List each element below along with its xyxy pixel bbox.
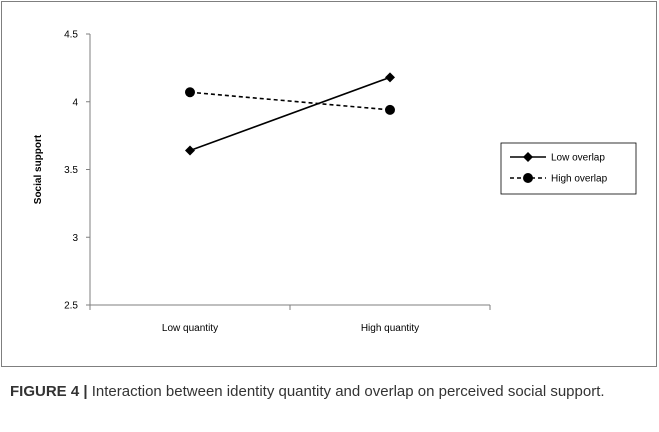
y-tick-label: 2.5: [64, 301, 78, 312]
chart-frame: [1, 1, 657, 367]
series-2-point: [185, 87, 195, 98]
legend-label: High overlap: [551, 174, 608, 185]
series-2-point: [385, 104, 395, 115]
y-tick-label: 4.5: [64, 30, 78, 41]
y-tick-label: 4: [72, 97, 78, 108]
caption-label: FIGURE 4 |: [10, 383, 88, 400]
figure-caption: FIGURE 4 | Interaction between identity …: [10, 381, 650, 403]
legend-label: Low overlap: [551, 153, 605, 164]
series-line-2: [189, 91, 391, 111]
y-tick-label: 3: [72, 233, 78, 244]
series-1-point: [385, 72, 395, 83]
x-tick-label: Low quantity: [162, 323, 218, 334]
legend-box: [500, 142, 637, 195]
legend-swatch-marker: [523, 152, 533, 162]
y-axis-title: Social support: [33, 134, 44, 204]
caption-text: Interaction between identity quantity an…: [87, 383, 605, 400]
y-tick-label: 3.5: [64, 165, 78, 176]
line-chart: 2.5 3 3.5 4 4.5 Low quantity High quantity Soci…: [33, 30, 637, 334]
series-1-point: [185, 145, 195, 156]
x-tick-label: High quantity: [361, 323, 419, 334]
legend-swatch-marker: [523, 173, 533, 183]
series-line-1: [189, 76, 391, 152]
